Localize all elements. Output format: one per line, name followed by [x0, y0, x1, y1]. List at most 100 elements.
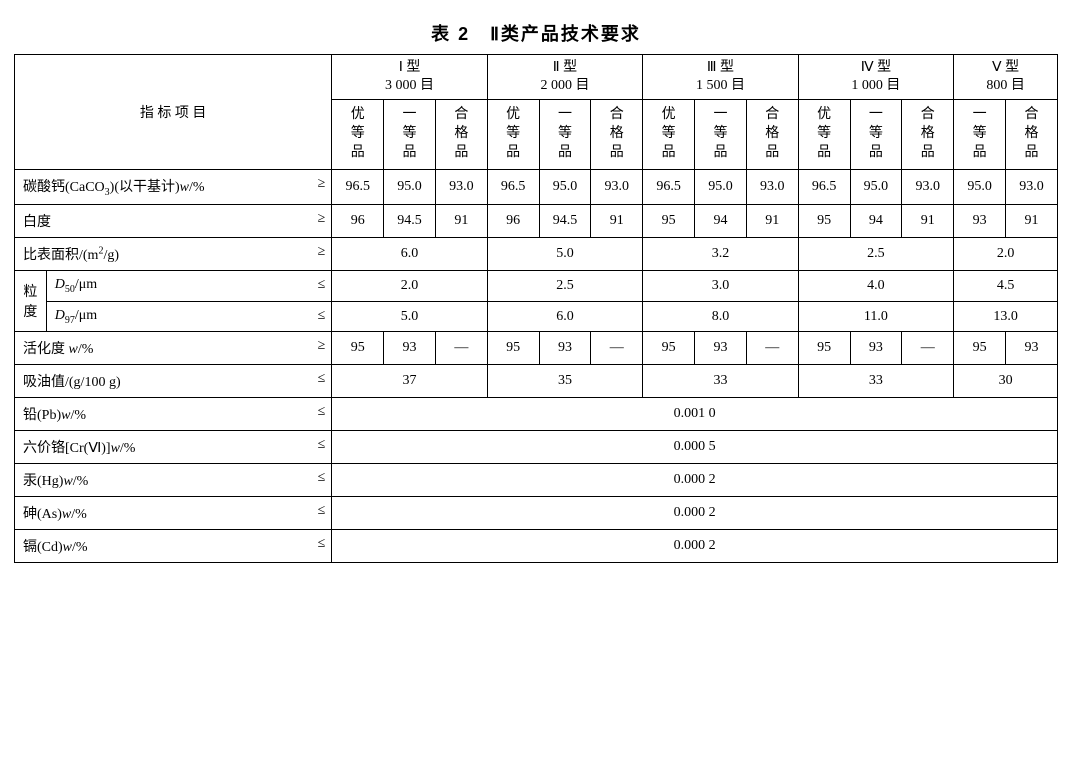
data-cell: 96 — [332, 204, 384, 237]
data-cell: 91 — [746, 204, 798, 237]
grade-cell: 合格品 — [1005, 100, 1057, 170]
table-row: 吸油值/(g/100 g) ≤ 37 35 33 33 30 — [15, 365, 1058, 398]
row-label: 砷(As)w/% ≤ — [15, 497, 332, 530]
label-text: 碳酸钙(CaCO3)(以干基计)w/% — [23, 180, 205, 195]
data-cell: 0.000 2 — [332, 464, 1058, 497]
comparator-symbol: ≥ — [318, 244, 326, 260]
data-cell: 2.5 — [487, 270, 642, 301]
data-cell: 93 — [850, 332, 902, 365]
data-cell: 93.0 — [902, 170, 954, 205]
data-cell: 93.0 — [591, 170, 643, 205]
type-5-header: Ⅴ 型 800 目 — [954, 55, 1058, 100]
type-4-name: Ⅳ 型 — [861, 60, 891, 75]
comparator-symbol: ≤ — [318, 308, 326, 324]
data-cell: 96.5 — [332, 170, 384, 205]
data-cell: 93 — [695, 332, 747, 365]
data-cell: 95 — [332, 332, 384, 365]
data-cell: — — [591, 332, 643, 365]
data-cell: 0.001 0 — [332, 398, 1058, 431]
data-cell: 91 — [902, 204, 954, 237]
data-cell: 93 — [539, 332, 591, 365]
data-cell: 96.5 — [798, 170, 850, 205]
data-cell: 91 — [435, 204, 487, 237]
data-cell: — — [902, 332, 954, 365]
data-cell: 4.5 — [954, 270, 1058, 301]
data-cell: 95 — [954, 332, 1006, 365]
table-row: 铅(Pb)w/% ≤ 0.001 0 — [15, 398, 1058, 431]
data-cell: 5.0 — [332, 301, 487, 332]
data-cell: 3.2 — [643, 237, 798, 270]
data-cell: — — [746, 332, 798, 365]
grade-cell: 一等品 — [539, 100, 591, 170]
type-3-name: Ⅲ 型 — [707, 60, 734, 75]
label-text: 比表面积/(m2/g) — [23, 248, 119, 263]
data-cell: 94.5 — [384, 204, 436, 237]
grade-cell: 优等品 — [332, 100, 384, 170]
comparator-symbol: ≤ — [318, 503, 326, 519]
data-cell: 96 — [487, 204, 539, 237]
table-row: 白度 ≥ 96 94.5 91 96 94.5 91 95 94 91 95 9… — [15, 204, 1058, 237]
header-indicator: 指 标 项 目 — [15, 55, 332, 170]
grade-cell: 一等品 — [850, 100, 902, 170]
data-cell: 96.5 — [643, 170, 695, 205]
type-1-name: Ⅰ 型 — [399, 60, 421, 75]
table-row: 六价铬[Cr(Ⅵ)]w/% ≤ 0.000 5 — [15, 431, 1058, 464]
data-cell: 4.0 — [798, 270, 953, 301]
data-cell: 91 — [591, 204, 643, 237]
label-text: 六价铬[Cr(Ⅵ)]w/% — [23, 441, 135, 456]
row-label: 铅(Pb)w/% ≤ — [15, 398, 332, 431]
table-row: 汞(Hg)w/% ≤ 0.000 2 — [15, 464, 1058, 497]
comparator-symbol: ≤ — [318, 371, 326, 387]
grade-cell: 优等品 — [798, 100, 850, 170]
row-label: 活化度 w/% ≥ — [15, 332, 332, 365]
data-cell: 95.0 — [695, 170, 747, 205]
table-row: 活化度 w/% ≥ 95 93 — 95 93 — 95 93 — 95 93 … — [15, 332, 1058, 365]
grade-cell: 合格品 — [435, 100, 487, 170]
data-cell: 93.0 — [746, 170, 798, 205]
data-cell: 0.000 2 — [332, 497, 1058, 530]
comparator-symbol: ≥ — [318, 211, 326, 227]
data-cell: 6.0 — [332, 237, 487, 270]
comparator-symbol: ≤ — [318, 437, 326, 453]
data-cell: 96.5 — [487, 170, 539, 205]
type-3-mesh: 1 500 目 — [696, 78, 745, 93]
label-text: D50/μm — [55, 277, 97, 292]
table-row: 碳酸钙(CaCO3)(以干基计)w/% ≥ 96.5 95.0 93.0 96.… — [15, 170, 1058, 205]
data-cell: 30 — [954, 365, 1058, 398]
table-row: D97/μm ≤ 5.0 6.0 8.0 11.0 13.0 — [15, 301, 1058, 332]
type-4-mesh: 1 000 目 — [851, 78, 900, 93]
spec-table: 指 标 项 目 Ⅰ 型 3 000 目 Ⅱ 型 2 000 目 Ⅲ 型 1 50… — [14, 54, 1058, 563]
comparator-symbol: ≤ — [318, 277, 326, 293]
grade-cell: 一等品 — [695, 100, 747, 170]
table-row: 砷(As)w/% ≤ 0.000 2 — [15, 497, 1058, 530]
comparator-symbol: ≥ — [318, 338, 326, 354]
data-cell: 95 — [643, 332, 695, 365]
comparator-symbol: ≤ — [318, 536, 326, 552]
comparator-symbol: ≤ — [318, 404, 326, 420]
data-cell: 11.0 — [798, 301, 953, 332]
table-row: 镉(Cd)w/% ≤ 0.000 2 — [15, 530, 1058, 563]
row-label: 汞(Hg)w/% ≤ — [15, 464, 332, 497]
data-cell: 33 — [798, 365, 953, 398]
type-5-mesh: 800 目 — [986, 78, 1025, 93]
label-text: 砷(As)w/% — [23, 507, 87, 522]
grade-cell: 优等品 — [487, 100, 539, 170]
data-cell: 93 — [384, 332, 436, 365]
row-label: 碳酸钙(CaCO3)(以干基计)w/% ≥ — [15, 170, 332, 205]
data-cell: 8.0 — [643, 301, 798, 332]
data-cell: 93 — [1005, 332, 1057, 365]
data-cell: 95.0 — [539, 170, 591, 205]
row-label: 六价铬[Cr(Ⅵ)]w/% ≤ — [15, 431, 332, 464]
comparator-symbol: ≤ — [318, 470, 326, 486]
comparator-symbol: ≥ — [318, 176, 326, 192]
header-row-1: 指 标 项 目 Ⅰ 型 3 000 目 Ⅱ 型 2 000 目 Ⅲ 型 1 50… — [15, 55, 1058, 100]
type-2-name: Ⅱ 型 — [553, 60, 577, 75]
row-label: D50/μm ≤ — [46, 270, 332, 301]
type-1-mesh: 3 000 目 — [385, 78, 434, 93]
data-cell: 0.000 2 — [332, 530, 1058, 563]
table-row: 粒度 D50/μm ≤ 2.0 2.5 3.0 4.0 4.5 — [15, 270, 1058, 301]
row-label: 镉(Cd)w/% ≤ — [15, 530, 332, 563]
label-text: 铅(Pb)w/% — [23, 408, 86, 423]
data-cell: 93 — [954, 204, 1006, 237]
data-cell: 95.0 — [850, 170, 902, 205]
